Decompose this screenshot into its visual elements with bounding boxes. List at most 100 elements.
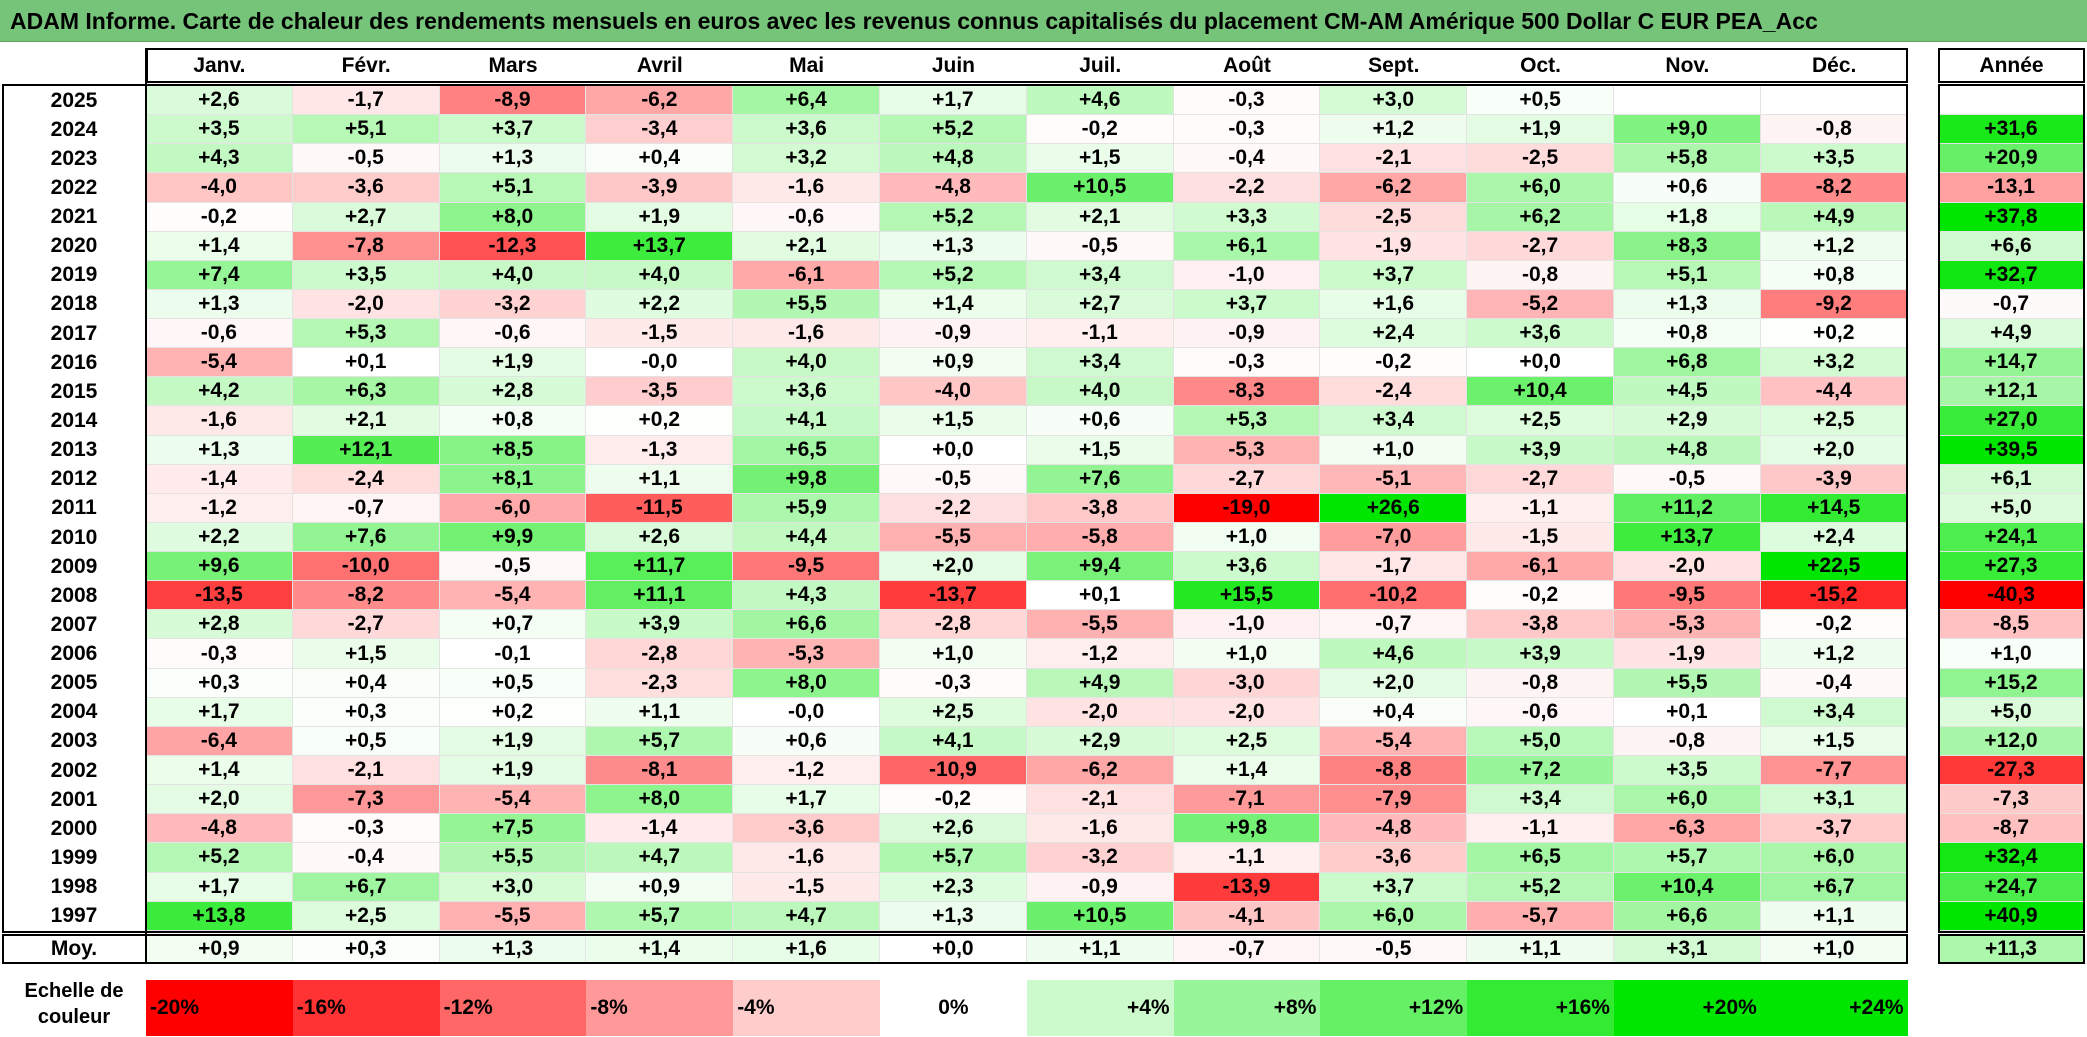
annual-cell: +27,3 xyxy=(1938,552,2085,582)
heatmap-cell: +3,4 xyxy=(1026,260,1174,290)
heatmap-cell: +0,6 xyxy=(1614,173,1761,203)
heatmap-cell: -0,3 xyxy=(292,814,440,844)
heatmap-cell: -5,3 xyxy=(1173,435,1321,465)
row-year-label: 2019 xyxy=(50,263,98,287)
column-header: Mars xyxy=(488,53,538,77)
heatmap-cell: +6,0 xyxy=(1467,173,1614,203)
heatmap-cell: +1,9 xyxy=(439,755,587,786)
heatmap-cell: -2,5 xyxy=(1467,144,1614,174)
heatmap-cell: +9,8 xyxy=(1173,814,1321,844)
heatmap-cell: -0,3 xyxy=(1173,115,1321,145)
average-cell: -0,5 xyxy=(1320,934,1468,964)
heatmap-cell: -0,2 xyxy=(146,202,293,232)
heatmap-cell: +1,5 xyxy=(1760,726,1908,756)
heatmap-cell: -7,9 xyxy=(1320,785,1468,815)
heatmap-cell: +2,2 xyxy=(586,289,734,320)
heatmap-cell: -3,6 xyxy=(733,814,880,844)
heatmap-cell: -0,6 xyxy=(439,319,587,349)
heatmap-cell: -2,7 xyxy=(1467,464,1614,494)
heatmap-cell: +10,4 xyxy=(1614,872,1761,902)
heatmap-cell: -3,5 xyxy=(586,377,734,407)
heatmap-cell: +1,0 xyxy=(1320,435,1468,465)
heatmap-cell: +1,9 xyxy=(439,726,587,756)
heatmap-cell: -0,6 xyxy=(1467,697,1614,727)
annual-cell: +39,5 xyxy=(1938,435,2085,465)
column-header: Août xyxy=(1223,53,1271,77)
heatmap-cell: -0,2 xyxy=(1467,581,1614,611)
heatmap-cell: -2,1 xyxy=(1026,785,1174,815)
heatmap-cell: -6,2 xyxy=(1026,755,1174,786)
scale-stop: -4% xyxy=(733,980,880,1036)
heatmap-cell: -0,3 xyxy=(880,668,1027,698)
heatmap-cell: -1,6 xyxy=(1026,814,1174,844)
average-cell: +0,3 xyxy=(292,934,440,964)
average-cell: -0,7 xyxy=(1173,934,1321,964)
heatmap-cell: +1,0 xyxy=(1173,639,1321,669)
heatmap-cell: +5,3 xyxy=(292,319,440,349)
row-year-label: 2004 xyxy=(50,700,98,724)
heatmap-cell: -0,6 xyxy=(733,202,880,232)
heatmap-cell: +1,2 xyxy=(1760,639,1908,669)
heatmap-cell: -6,2 xyxy=(586,86,734,116)
heatmap-cell: +3,5 xyxy=(1760,144,1908,174)
heatmap-cell: +1,7 xyxy=(880,86,1027,116)
heatmap-cell: -5,4 xyxy=(439,785,587,815)
heatmap-cell: -1,5 xyxy=(1467,522,1614,553)
heatmap-cell: +4,5 xyxy=(1614,377,1761,407)
annual-cell: +20,9 xyxy=(1938,144,2085,174)
heatmap-cell: +13,7 xyxy=(586,231,734,261)
heatmap-cell: -2,0 xyxy=(292,289,440,320)
heatmap-cell: -2,5 xyxy=(1320,202,1468,232)
annual-cell: +15,2 xyxy=(1938,668,2085,698)
heatmap-cell: -3,8 xyxy=(1467,610,1614,640)
row-year-label: 2006 xyxy=(50,642,98,666)
heatmap-cell: +13,7 xyxy=(1614,522,1761,553)
heatmap-cell: +7,6 xyxy=(292,522,440,553)
scale-stop: -20% xyxy=(146,980,293,1036)
heatmap-cell: +2,5 xyxy=(880,697,1027,727)
heatmap-cell: +0,3 xyxy=(146,668,293,698)
heatmap-cell: +1,5 xyxy=(1026,144,1174,174)
row-year-label: 2022 xyxy=(50,175,98,199)
heatmap-cell: -2,7 xyxy=(1173,464,1321,494)
heatmap-cell: +10,4 xyxy=(1467,377,1614,407)
column-header: Avril xyxy=(636,53,683,77)
annual-cell: +24,7 xyxy=(1938,872,2085,902)
row-year-label: 2000 xyxy=(50,816,98,840)
heatmap-cell: +1,1 xyxy=(1760,901,1908,931)
heatmap-cell: +1,7 xyxy=(146,872,293,902)
column-header: Oct. xyxy=(1520,53,1561,77)
heatmap-cell: +0,1 xyxy=(1614,697,1761,727)
heatmap-cell: -2,0 xyxy=(1026,697,1174,727)
row-year-label: 2018 xyxy=(50,292,98,316)
heatmap-cell: -5,7 xyxy=(1467,901,1614,931)
heatmap-cell: +0,2 xyxy=(586,406,734,436)
heatmap-cell: +5,2 xyxy=(1467,872,1614,902)
annual-cell: +24,1 xyxy=(1938,522,2085,553)
heatmap-cell: +2,0 xyxy=(1320,668,1468,698)
heatmap-cell: -3,2 xyxy=(1026,843,1174,873)
heatmap-cell: +1,4 xyxy=(146,231,293,261)
heatmap-cell: +1,1 xyxy=(586,697,734,727)
column-header: Sept. xyxy=(1368,53,1420,77)
heatmap-cell: -4,8 xyxy=(1320,814,1468,844)
heatmap-cell: -5,4 xyxy=(1320,726,1468,756)
row-year-label: 2001 xyxy=(50,787,98,811)
annual-cell: -13,1 xyxy=(1938,173,2085,203)
heatmap-cell: -0,3 xyxy=(1173,348,1321,378)
column-header-year: Année xyxy=(1979,53,2044,77)
heatmap-cell: +5,5 xyxy=(733,289,880,320)
heatmap-cell: -8,2 xyxy=(292,581,440,611)
column-header: Janv. xyxy=(193,53,246,77)
row-year-label: 2010 xyxy=(50,525,98,549)
heatmap-cell: +0,5 xyxy=(292,726,440,756)
scale-stop: 0% xyxy=(880,980,1027,1036)
heatmap-cell: -1,7 xyxy=(292,86,440,116)
heatmap-cell: +5,3 xyxy=(1173,406,1321,436)
heatmap-cell: -0,5 xyxy=(880,464,1027,494)
heatmap-cell: -8,8 xyxy=(1320,755,1468,786)
heatmap-cell: -2,7 xyxy=(1467,231,1614,261)
heatmap-cell: +3,2 xyxy=(1760,348,1908,378)
heatmap-cell: -0,6 xyxy=(146,319,293,349)
heatmap-cell: -2,1 xyxy=(292,755,440,786)
